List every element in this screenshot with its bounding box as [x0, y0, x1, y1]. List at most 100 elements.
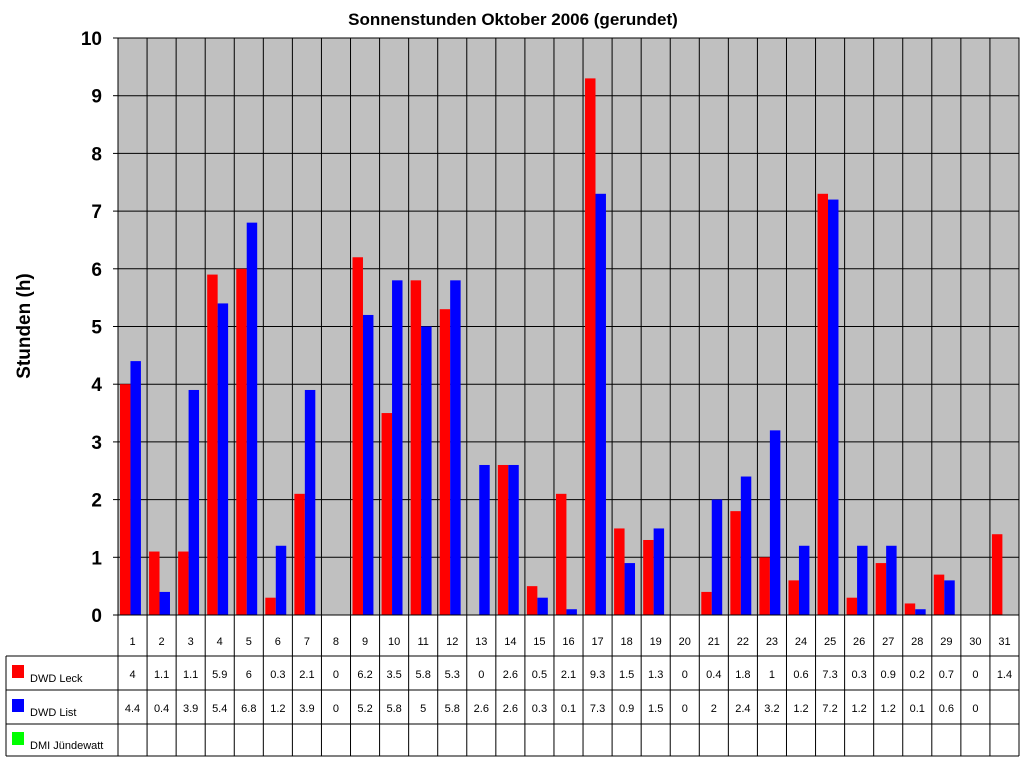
bar-dwd-list	[479, 464, 490, 615]
bar-dwd-list	[886, 545, 897, 615]
x-tick-label: 26	[853, 636, 865, 648]
data-table-value: 2.6	[503, 703, 518, 715]
data-table-value: 0.3	[532, 703, 547, 715]
legend-label: DWD Leck	[30, 673, 83, 685]
data-table-value: 4.4	[125, 703, 140, 715]
bar-dwd-list	[944, 580, 955, 615]
chart-title: Sonnenstunden Oktober 2006 (gerundet)	[348, 10, 678, 29]
data-table-value: 0.9	[619, 703, 634, 715]
bar-dwd-leck	[236, 268, 247, 615]
bar-dwd-list	[421, 326, 432, 615]
bar-dwd-leck	[614, 528, 625, 615]
x-tick-label: 27	[882, 636, 894, 648]
data-table-value: 1.2	[270, 703, 285, 715]
x-tick-label: 22	[737, 636, 749, 648]
bar-dwd-leck	[933, 574, 945, 615]
x-tick-label: 20	[679, 636, 691, 648]
bar-dwd-leck	[352, 257, 363, 615]
x-tick-label: 30	[969, 636, 981, 648]
bar-dwd-list	[595, 193, 606, 616]
y-tick-label: 9	[91, 87, 102, 108]
data-table-value: 7.3	[822, 669, 837, 681]
data-table-value: 6.2	[357, 669, 372, 681]
x-tick-label: 11	[417, 636, 428, 648]
x-tick-label: 6	[275, 636, 281, 648]
bar-dwd-list	[362, 314, 374, 615]
x-tick-label: 8	[333, 636, 339, 648]
data-table-value: 7.2	[822, 703, 837, 715]
bar-dwd-list	[769, 430, 781, 615]
data-table-value: 1.4	[997, 669, 1012, 681]
y-tick-label: 6	[91, 260, 102, 281]
data-table-value: 0	[682, 703, 688, 715]
data-table-value: 0	[972, 669, 978, 681]
data-table-value: 0.1	[910, 703, 925, 715]
data-table-value: 1.2	[881, 703, 896, 715]
data-table-value: 2.4	[735, 703, 750, 715]
x-tick-label: 5	[246, 636, 252, 648]
bar-dwd-leck	[526, 586, 538, 615]
y-axis-label: Stunden (h)	[14, 273, 35, 379]
bar-dwd-list	[159, 591, 170, 615]
data-table-value: 5.4	[212, 703, 227, 715]
bar-dwd-list	[188, 389, 200, 615]
x-tick-label: 15	[533, 636, 545, 648]
data-table-value: 5.3	[445, 669, 460, 681]
legend-label: DWD List	[30, 707, 76, 719]
bar-dwd-leck	[875, 563, 887, 615]
bar-dwd-list	[740, 476, 752, 615]
bar-dwd-leck	[788, 580, 799, 615]
x-tick-label: 17	[591, 636, 603, 648]
data-table-value: 1.2	[793, 703, 808, 715]
data-table-value: 0	[682, 669, 688, 681]
bar-dwd-list	[392, 280, 403, 615]
bar-dwd-leck	[904, 603, 916, 615]
data-table-value: 3.2	[764, 703, 779, 715]
data-table-value: 6.8	[241, 703, 256, 715]
data-table-value: 1.1	[154, 669, 169, 681]
data-table-value: 0.4	[706, 669, 721, 681]
data-table-value: 1.5	[619, 669, 634, 681]
y-tick-label: 5	[91, 318, 102, 339]
x-tick-label: 28	[911, 636, 923, 648]
x-tick-label: 13	[475, 636, 487, 648]
data-table-value: 0.6	[939, 703, 954, 715]
legend-label: DMI Jündewatt	[30, 740, 103, 752]
x-tick-label: 3	[188, 636, 194, 648]
y-tick-label: 8	[91, 144, 102, 165]
bar-dwd-leck	[643, 539, 654, 615]
data-table-value: 5.8	[445, 703, 460, 715]
data-table-value: 0.1	[561, 703, 576, 715]
bar-dwd-list	[450, 280, 461, 615]
data-table-value: 0.2	[910, 669, 925, 681]
data-table-value: 1.3	[648, 669, 663, 681]
data-table-value: 5.8	[386, 703, 401, 715]
bar-dwd-leck	[817, 193, 829, 616]
y-tick-label: 10	[81, 29, 102, 50]
y-tick-label: 0	[91, 606, 102, 627]
data-table-value: 2.6	[503, 669, 518, 681]
bar-dwd-leck	[846, 597, 858, 615]
data-table-value: 0.6	[793, 669, 808, 681]
data-table-value: 1.1	[183, 669, 198, 681]
data-table-value: 0.5	[532, 669, 547, 681]
data-table-value: 0	[333, 669, 339, 681]
data-table-value: 0	[478, 669, 484, 681]
bar-dwd-list	[828, 199, 839, 615]
x-tick-label: 1	[129, 636, 135, 648]
bar-dwd-leck	[149, 551, 160, 615]
data-table-value: 1.5	[648, 703, 663, 715]
data-table-value: 0	[333, 703, 339, 715]
data-table-value: 5	[420, 703, 426, 715]
bar-dwd-leck	[207, 274, 218, 615]
bar-dwd-list	[566, 609, 577, 615]
data-table-value: 3.5	[386, 669, 401, 681]
data-table-value: 2.1	[299, 669, 314, 681]
x-tick-label: 7	[304, 636, 310, 648]
bar-dwd-list	[915, 609, 926, 615]
x-tick-label: 19	[650, 636, 662, 648]
data-table-value: 0.3	[270, 669, 285, 681]
bar-dwd-leck	[730, 511, 741, 615]
